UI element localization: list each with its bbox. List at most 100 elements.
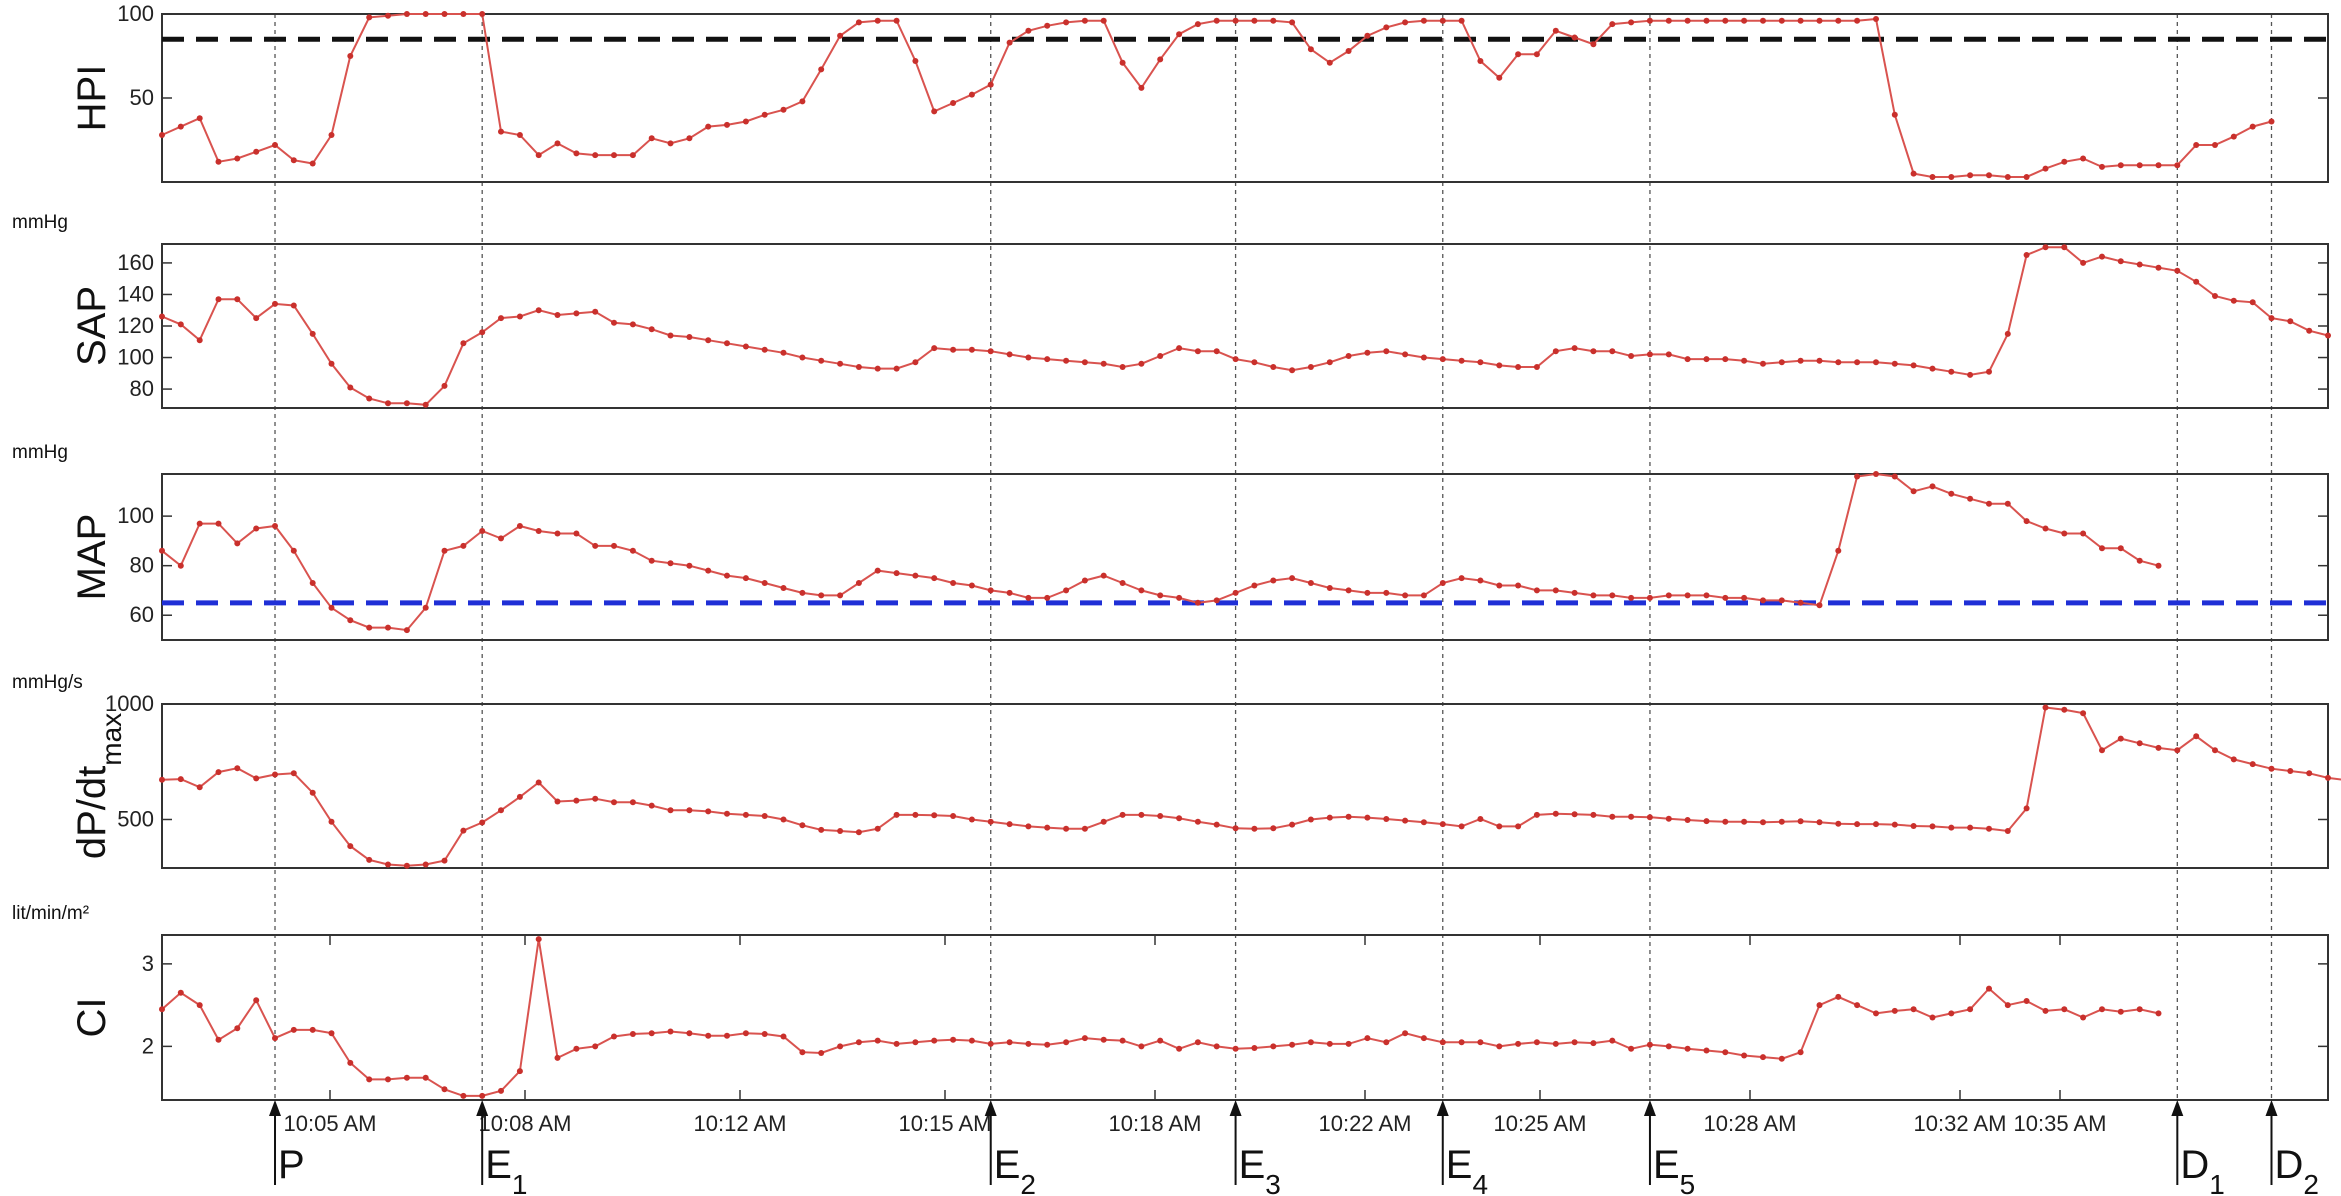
data-point [1948, 490, 1955, 497]
data-point [177, 989, 184, 996]
data-point [272, 142, 278, 148]
panel-frame [161, 934, 2329, 1101]
data-point [1797, 599, 1804, 606]
data-point [2023, 518, 2030, 525]
data-point [535, 936, 542, 943]
event-arrow-head [269, 1100, 282, 1116]
data-point [2099, 163, 2105, 170]
data-point [2061, 244, 2068, 251]
data-point [1477, 577, 1484, 584]
data-point [818, 66, 825, 73]
data-point [1307, 1039, 1314, 1046]
data-point [1910, 488, 1917, 495]
data-point [855, 580, 862, 586]
data-point [1439, 821, 1446, 828]
data-point [177, 123, 184, 130]
data-point [2042, 1007, 2049, 1014]
data-point [2061, 530, 2068, 537]
data-point [1590, 41, 1597, 48]
data-point [272, 771, 278, 778]
data-point [159, 313, 165, 320]
y-tick-label: 100 [117, 1, 154, 26]
x-tick-label: 10:12 AM [694, 1111, 787, 1136]
event-label: E3 [1239, 1143, 1281, 1196]
data-point [667, 332, 674, 339]
data-point [1157, 813, 1164, 819]
data-point [1458, 575, 1465, 582]
data-point [1006, 39, 1013, 46]
data-point [215, 1036, 222, 1043]
data-point [2117, 735, 2124, 742]
event-label: D2 [2274, 1143, 2318, 1196]
data-point [1515, 364, 1522, 370]
data-point [893, 17, 900, 24]
data-point [215, 520, 222, 527]
data-point [1119, 1037, 1126, 1044]
data-point [1439, 17, 1446, 24]
data-point [1552, 348, 1559, 355]
data-point [629, 152, 636, 159]
data-point [554, 312, 561, 318]
data-point [1383, 24, 1390, 31]
data-point [1345, 587, 1352, 594]
data-point [1741, 594, 1748, 601]
data-point [874, 567, 881, 574]
data-point [1646, 814, 1653, 821]
data-point [479, 329, 486, 336]
data-point [818, 1050, 825, 1056]
data-point [2136, 1006, 2143, 1013]
data-point [1439, 580, 1446, 586]
data-point [554, 1054, 561, 1061]
data-point [1778, 17, 1785, 24]
data-point [1854, 359, 1861, 366]
data-point [1138, 811, 1145, 818]
y-tick-label: 3 [142, 951, 154, 976]
data-point [893, 365, 900, 372]
data-point [1176, 31, 1183, 38]
data-point [1213, 348, 1220, 355]
data-point [215, 296, 222, 303]
data-point [1948, 1010, 1955, 1017]
data-point [1138, 587, 1145, 594]
data-point [818, 592, 825, 599]
data-point [724, 1032, 730, 1039]
data-point [1025, 594, 1032, 601]
data-point [2174, 162, 2181, 169]
data-point [1100, 572, 1107, 579]
data-point [1025, 823, 1032, 830]
data-point [1270, 364, 1277, 370]
data-point [253, 315, 260, 322]
data-point [968, 1037, 975, 1044]
data-point [1081, 17, 1088, 24]
data-point [1967, 1006, 1974, 1013]
data-point [780, 585, 787, 591]
x-tick-label: 10:18 AM [1109, 1111, 1202, 1136]
data-point [1533, 51, 1540, 58]
data-point [516, 1068, 523, 1075]
data-point [1684, 17, 1691, 24]
data-point [1081, 577, 1088, 584]
data-point [1194, 348, 1201, 355]
data-point [1326, 585, 1333, 591]
data-point [1176, 345, 1183, 352]
data-point [1138, 360, 1145, 367]
data-point [516, 523, 523, 529]
data-point [2287, 768, 2294, 774]
data-point [1628, 1045, 1635, 1052]
data-point [1345, 353, 1352, 359]
data-point [1383, 1039, 1390, 1046]
data-point [705, 337, 712, 344]
data-point [1515, 1040, 1522, 1047]
data-point [535, 528, 542, 534]
data-point [1986, 500, 1992, 507]
data-point [1910, 170, 1917, 177]
data-point [780, 349, 787, 356]
data-point [1910, 823, 1917, 829]
data-point [1590, 1040, 1597, 1047]
data-point [347, 1059, 354, 1066]
data-point [554, 530, 561, 537]
data-point [1251, 359, 1258, 366]
y-tick-label: 50 [130, 85, 154, 110]
panel-frame [161, 243, 2329, 409]
data-point [498, 807, 504, 814]
